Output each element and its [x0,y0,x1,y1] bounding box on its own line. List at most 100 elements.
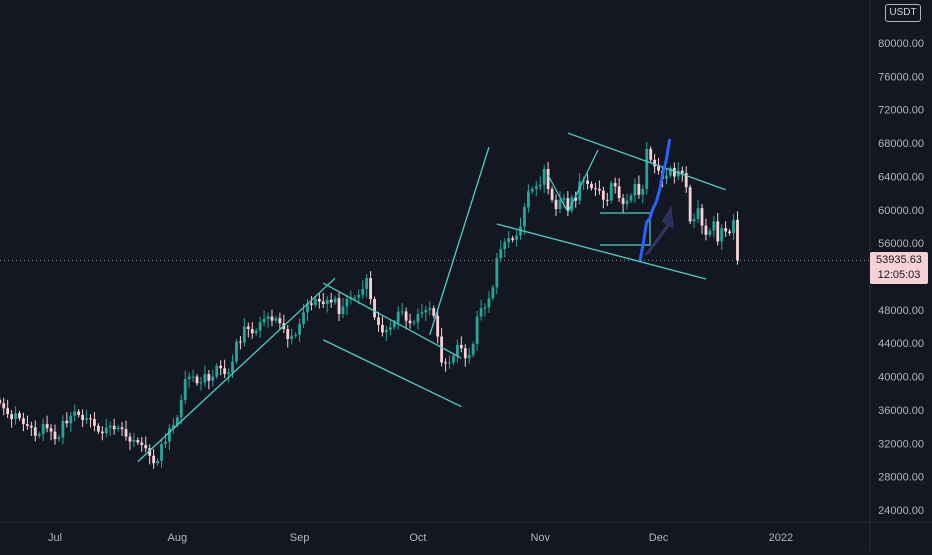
candle [124,420,128,441]
candle [262,310,266,327]
candle [369,271,372,305]
candle [168,424,171,451]
candle [286,325,290,348]
candle [65,412,69,428]
y-tick-label: 76000.00 [878,71,924,83]
y-tick-label: 36000.00 [878,405,924,417]
candle [420,303,424,319]
candle [601,186,605,209]
candle [298,318,301,342]
candle [416,308,420,330]
current-price-label: 53935.63 [876,254,922,266]
candle [96,423,100,435]
candle [306,299,309,321]
candle [203,365,207,387]
candle [645,141,649,195]
y-tick-label: 60000.00 [878,205,924,217]
candle [554,194,558,216]
candle [77,409,81,418]
candle [692,213,696,229]
candle [128,432,132,451]
candle [428,301,432,316]
currency-unit-badge[interactable]: USDT [885,4,921,22]
candle [538,176,542,191]
candle [598,180,601,195]
candle [361,280,365,299]
y-tick-label: 24000.00 [878,505,924,517]
candle [199,376,203,391]
candle [455,339,459,363]
candle [669,165,672,179]
candle [278,312,282,331]
candle [250,322,254,339]
candle [613,177,617,194]
candle [621,194,625,213]
candle [317,293,321,309]
candle [688,184,692,224]
trendline [496,223,707,280]
candle [665,168,668,185]
candle [499,240,503,263]
candle [290,328,294,345]
candle [353,294,357,300]
candle [266,312,270,328]
candle [112,418,116,435]
candle [93,412,96,432]
candle [329,292,333,308]
candle [41,418,45,442]
x-tick-label: Jul [48,532,62,544]
candle [156,458,159,466]
candle [18,410,21,421]
candle [495,252,499,295]
candle [483,303,487,317]
candle [108,421,112,436]
candle [542,164,546,194]
candle [550,186,554,203]
y-tick-label: 40000.00 [878,372,924,384]
candle [684,166,688,193]
candle [732,214,735,241]
candle [274,315,278,324]
candle [708,228,712,238]
y-tick-label: 80000.00 [878,38,924,50]
candle [254,328,258,336]
candle [519,217,522,240]
candle [388,320,392,336]
candle [2,397,6,416]
candle [558,191,562,213]
candle [523,203,526,235]
candle [148,444,152,465]
y-tick-label: 72000.00 [878,105,924,117]
candle [605,192,609,207]
y-tick-label: 56000.00 [878,238,924,250]
candle [728,228,731,236]
candle [712,215,716,238]
candle [53,424,57,445]
candle [120,421,124,437]
candle [136,437,140,445]
candle [696,199,700,223]
candle [270,309,274,327]
candle [337,292,341,322]
x-tick-label: Nov [530,532,550,544]
x-tick-label: Dec [649,532,669,544]
candle [341,298,345,319]
candle [215,363,219,380]
candle [574,191,578,208]
candle [183,370,187,404]
candle [29,421,33,436]
candle [586,173,589,190]
y-tick-label: 48000.00 [878,305,924,317]
candle [294,332,298,339]
candle [452,353,455,365]
candle [629,193,633,204]
y-tick-label: 32000.00 [878,438,924,450]
candle [242,318,246,347]
candle [408,313,412,329]
candle [625,193,629,210]
candle [400,303,404,316]
y-tick-label: 68000.00 [878,138,924,150]
candle [73,404,77,422]
candle [633,178,637,203]
